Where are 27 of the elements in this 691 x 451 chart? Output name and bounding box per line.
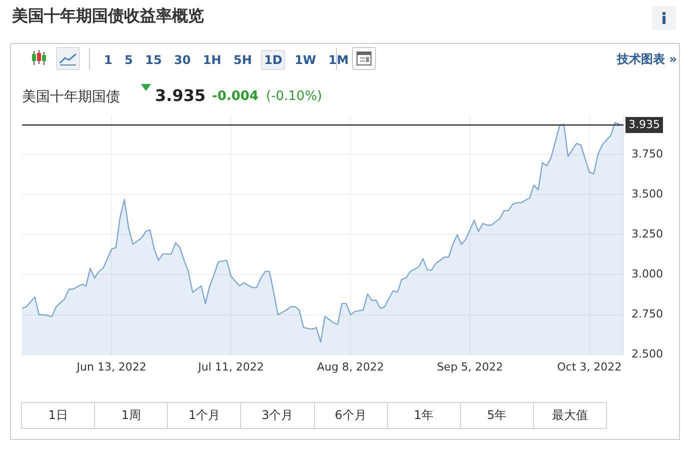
text: 3个月	[241, 403, 314, 428]
text: 1个月	[168, 403, 242, 428]
text: 5年	[460, 403, 534, 428]
text: (-0.10%)	[266, 89, 322, 104]
text: 1 5 15 30 1H 5H 1D 1W 1M	[104, 53, 349, 67]
text: 美国十年期国债	[22, 88, 120, 106]
text: 最大值	[550, 407, 589, 424]
text: 1日	[22, 403, 96, 428]
x-tick-label: Sep 5, 2022	[436, 360, 504, 374]
y-tick-label: 3.500	[632, 188, 664, 201]
x-tick-label: Jul 11, 2022	[197, 360, 264, 374]
y-tick-label: 3.000	[632, 268, 664, 281]
text: -0.004	[212, 89, 259, 104]
chart-title: 美国十年期国债收益率概览	[12, 6, 204, 27]
y-tick-label: 2.500	[632, 348, 664, 361]
text: 1周	[95, 403, 168, 428]
text: 技术图表 »	[617, 51, 677, 68]
ref-line-label: 3.935	[628, 118, 660, 131]
text: 6个月	[314, 403, 388, 428]
x-tick-label: Jun 13, 2022	[76, 360, 146, 374]
y-tick-label: 2.750	[632, 308, 664, 321]
y-tick-label: 3.750	[632, 147, 664, 160]
x-tick-label: Oct 3, 2022	[557, 360, 622, 374]
text: 3.935	[155, 86, 206, 105]
x-tick-label: Aug 8, 2022	[317, 360, 384, 374]
y-tick-label: 3.250	[632, 228, 664, 241]
text: 1年	[388, 403, 461, 428]
